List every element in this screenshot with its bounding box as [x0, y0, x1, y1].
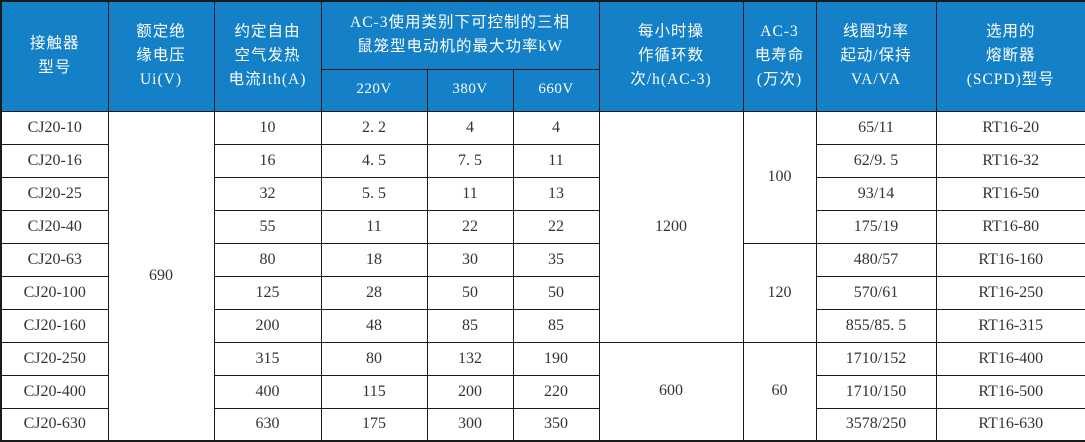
cell-model: CJ20-100 [0, 275, 109, 310]
cell-kw220: 18 [320, 242, 428, 277]
table-row: CJ20-630 630 175 300 350 3578/250 RT16-6… [0, 407, 1085, 442]
cell-kw380: 50 [426, 275, 514, 310]
cell-ith: 125 [213, 275, 322, 310]
cell-cycles-merged-high: 1200 [598, 110, 744, 343]
header-power-group: AC-3使用类别下可控制的三相 鼠笼型电动机的最大功率kW [320, 0, 600, 70]
cell-ith: 32 [213, 176, 322, 211]
cell-coil: 175/19 [815, 209, 937, 244]
cell-fuse: RT16-315 [935, 308, 1085, 343]
cell-coil: 855/85. 5 [815, 308, 937, 343]
cell-kw220: 80 [320, 341, 428, 376]
header-coil-power: 线圈功率 起动/保持 VA/VA [815, 0, 937, 112]
cell-model: CJ20-40 [0, 209, 109, 244]
cell-fuse: RT16-32 [935, 143, 1085, 178]
header-electrical-life: AC-3 电寿命 (万次) [742, 0, 817, 112]
cell-ith: 315 [213, 341, 322, 376]
cell-coil: 480/57 [815, 242, 937, 277]
cell-ith: 55 [213, 209, 322, 244]
table-body: CJ20-10 690 10 2. 2 4 4 1200 100 65/11 R… [0, 110, 1085, 442]
cell-kw380: 4 [426, 110, 514, 145]
cell-kw220: 175 [320, 407, 428, 442]
header-sub-220v: 220V [320, 68, 428, 112]
cell-kw220: 5. 5 [320, 176, 428, 211]
cell-life-merged-1: 100 [742, 110, 817, 244]
cell-kw660: 35 [512, 242, 600, 277]
cell-model: CJ20-25 [0, 176, 109, 211]
cell-kw660: 50 [512, 275, 600, 310]
cell-ith: 400 [213, 374, 322, 409]
cell-kw660: 190 [512, 341, 600, 376]
header-thermal-current: 约定自由 空气发热 电流Ith(A) [213, 0, 322, 112]
cell-fuse: RT16-50 [935, 176, 1085, 211]
header-model: 接触器 型号 [0, 0, 109, 112]
cell-kw220: 4. 5 [320, 143, 428, 178]
cell-kw220: 28 [320, 275, 428, 310]
cell-kw660: 350 [512, 407, 600, 442]
cell-fuse: RT16-630 [935, 407, 1085, 442]
cell-life-merged-2: 120 [742, 242, 817, 343]
cell-kw660: 4 [512, 110, 600, 145]
cell-coil: 65/11 [815, 110, 937, 145]
header-sub-660v: 660V [512, 68, 600, 112]
table-row: CJ20-16 16 4. 5 7. 5 11 62/9. 5 RT16-32 [0, 143, 1085, 178]
cell-kw380: 132 [426, 341, 514, 376]
cell-kw660: 22 [512, 209, 600, 244]
cell-kw380: 11 [426, 176, 514, 211]
cell-model: CJ20-63 [0, 242, 109, 277]
header-insulation-voltage: 额定绝 缘电压 Ui(V) [107, 0, 215, 112]
cell-kw220: 48 [320, 308, 428, 343]
cell-fuse: RT16-20 [935, 110, 1085, 145]
cell-ith: 10 [213, 110, 322, 145]
table-row: CJ20-25 32 5. 5 11 13 93/14 RT16-50 [0, 176, 1085, 211]
cell-ith: 16 [213, 143, 322, 178]
table-header: 接触器 型号 额定绝 缘电压 Ui(V) 约定自由 空气发热 电流Ith(A) … [0, 0, 1085, 112]
cell-coil: 93/14 [815, 176, 937, 211]
cell-kw380: 7. 5 [426, 143, 514, 178]
cell-ith: 200 [213, 308, 322, 343]
cell-kw220: 2. 2 [320, 110, 428, 145]
cell-coil: 570/61 [815, 275, 937, 310]
table-row: CJ20-40 55 11 22 22 175/19 RT16-80 [0, 209, 1085, 244]
cell-ith: 80 [213, 242, 322, 277]
cell-kw660: 220 [512, 374, 600, 409]
table-row: CJ20-10 690 10 2. 2 4 4 1200 100 65/11 R… [0, 110, 1085, 442]
cell-fuse: RT16-160 [935, 242, 1085, 277]
cell-coil: 62/9. 5 [815, 143, 937, 178]
cell-kw380: 30 [426, 242, 514, 277]
cell-coil: 1710/152 [815, 341, 937, 376]
cell-coil: 3578/250 [815, 407, 937, 442]
cell-kw380: 22 [426, 209, 514, 244]
table-row: CJ20-160 200 48 85 85 855/85. 5 RT16-315 [0, 308, 1085, 343]
cell-kw380: 85 [426, 308, 514, 343]
cell-kw660: 85 [512, 308, 600, 343]
cell-fuse: RT16-250 [935, 275, 1085, 310]
cell-model: CJ20-630 [0, 407, 109, 442]
cell-life-merged-3: 60 [742, 341, 817, 442]
cell-fuse: RT16-500 [935, 374, 1085, 409]
cell-model: CJ20-16 [0, 143, 109, 178]
cell-kw660: 11 [512, 143, 600, 178]
cell-kw380: 300 [426, 407, 514, 442]
header-sub-380v: 380V [426, 68, 514, 112]
cell-kw660: 13 [512, 176, 600, 211]
cell-model: CJ20-250 [0, 341, 109, 376]
cell-cycles-merged-low: 600 [598, 341, 744, 442]
cell-ith: 630 [213, 407, 322, 442]
cell-model: CJ20-10 [0, 110, 109, 145]
cell-insulation-voltage-merged: 690 [107, 110, 215, 442]
cell-fuse: RT16-80 [935, 209, 1085, 244]
cell-kw220: 11 [320, 209, 428, 244]
cell-coil: 1710/150 [815, 374, 937, 409]
cell-model: CJ20-160 [0, 308, 109, 343]
header-fuse: 选用的 熔断器 (SCPD)型号 [935, 0, 1085, 112]
header-cycles-per-hour: 每小时操 作循环数 次/h(AC-3) [598, 0, 744, 112]
cell-fuse: RT16-400 [935, 341, 1085, 376]
cell-kw380: 200 [426, 374, 514, 409]
cell-model: CJ20-400 [0, 374, 109, 409]
cell-kw220: 115 [320, 374, 428, 409]
